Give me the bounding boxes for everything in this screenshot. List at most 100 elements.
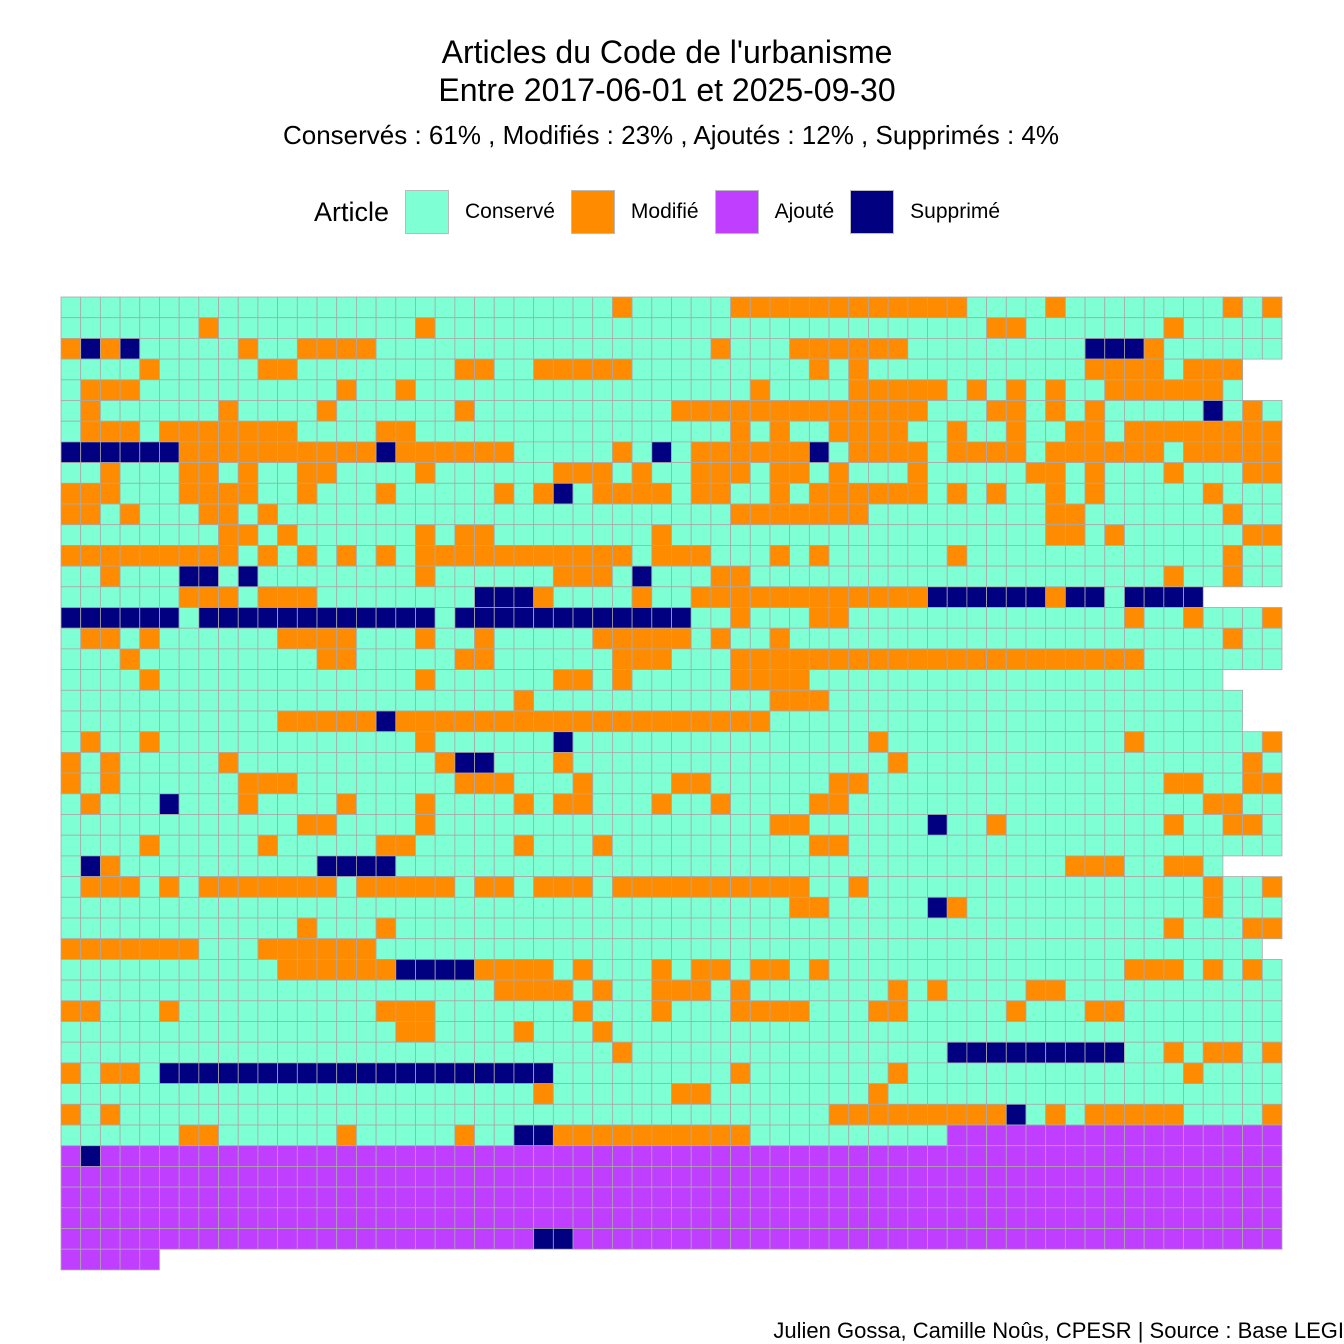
- waffle-cell-ajoute: [316, 1228, 338, 1250]
- waffle-cell-conserve: [237, 979, 259, 1002]
- waffle-cell-conserve: [1242, 337, 1263, 360]
- waffle-cell-conserve: [552, 896, 574, 919]
- waffle-cell-supprime: [80, 607, 101, 629]
- waffle-cell-conserve: [139, 710, 160, 733]
- waffle-cell-conserve: [1143, 876, 1165, 898]
- waffle-cell-ajoute: [966, 1228, 987, 1250]
- waffle-cell-modifie: [572, 710, 594, 733]
- waffle-cell-conserve: [159, 710, 180, 733]
- waffle-cell-conserve: [355, 586, 377, 608]
- waffle-cell-conserve: [178, 710, 200, 733]
- waffle-cell-modifie: [454, 710, 475, 733]
- waffle-cell-conserve: [1045, 855, 1066, 878]
- waffle-cell-conserve: [572, 586, 594, 608]
- waffle-cell-conserve: [415, 896, 436, 919]
- waffle-cell-modifie: [848, 358, 869, 381]
- waffle-cell-conserve: [808, 1124, 830, 1147]
- waffle-cell-conserve: [749, 627, 771, 650]
- waffle-cell-modifie: [1045, 441, 1066, 463]
- waffle-cell-conserve: [1242, 896, 1263, 919]
- waffle-cell-ajoute: [316, 1145, 338, 1167]
- waffle-cell-conserve: [907, 1062, 928, 1085]
- waffle-cell-ajoute: [552, 1207, 574, 1229]
- waffle-cell-conserve: [1202, 545, 1224, 567]
- waffle-cell-conserve: [513, 855, 535, 878]
- waffle-cell-conserve: [159, 689, 180, 712]
- waffle-cell-conserve: [828, 565, 850, 588]
- waffle-cell-supprime: [474, 752, 495, 774]
- waffle-cell-conserve: [1202, 337, 1224, 360]
- waffle-cell-ajoute: [1084, 1145, 1106, 1167]
- waffle-cell-modifie: [277, 358, 298, 381]
- waffle-cell-ajoute: [60, 1145, 82, 1167]
- waffle-cell-conserve: [119, 358, 141, 381]
- waffle-cell-conserve: [355, 524, 377, 546]
- waffle-cell-modifie: [1202, 358, 1224, 381]
- waffle-cell-supprime: [966, 586, 987, 608]
- waffle-cell-conserve: [159, 855, 180, 878]
- waffle-cell-conserve: [730, 524, 751, 546]
- waffle-cell-modifie: [848, 420, 869, 443]
- waffle-cell-conserve: [1084, 627, 1106, 650]
- waffle-cell-conserve: [178, 337, 200, 360]
- waffle-cell-modifie: [474, 524, 495, 546]
- waffle-cell-modifie: [651, 793, 672, 815]
- waffle-cell-ajoute: [513, 1186, 535, 1209]
- waffle-cell-conserve: [730, 959, 751, 981]
- waffle-cell-conserve: [296, 648, 318, 671]
- waffle-cell-ajoute: [218, 1145, 239, 1167]
- waffle-cell-conserve: [1045, 420, 1066, 443]
- waffle-cell-conserve: [395, 296, 416, 319]
- waffle-cell-ajoute: [946, 1228, 968, 1250]
- waffle-cell-modifie: [907, 441, 928, 463]
- waffle-cell-conserve: [966, 565, 987, 588]
- waffle-cell-conserve: [493, 648, 515, 671]
- waffle-cell-ajoute: [493, 1186, 515, 1209]
- waffle-cell-modifie: [296, 337, 318, 360]
- waffle-cell-conserve: [966, 938, 987, 960]
- waffle-cell-ajoute: [296, 1145, 318, 1167]
- waffle-cell-modifie: [316, 337, 338, 360]
- waffle-cell-conserve: [375, 379, 397, 401]
- waffle-cell-modifie: [986, 1103, 1007, 1126]
- waffle-cell-conserve: [1064, 317, 1086, 339]
- waffle-cell-conserve: [612, 400, 633, 422]
- waffle-cell-supprime: [1104, 1041, 1125, 1064]
- waffle-cell-conserve: [237, 710, 259, 733]
- waffle-cell-conserve: [749, 793, 771, 815]
- waffle-cell-conserve: [434, 317, 456, 339]
- waffle-cell-conserve: [749, 917, 771, 940]
- waffle-cell-conserve: [513, 420, 535, 443]
- waffle-cell-conserve: [336, 731, 357, 753]
- waffle-cell-conserve: [828, 917, 850, 940]
- waffle-cell-conserve: [572, 524, 594, 546]
- waffle-cell-conserve: [651, 938, 672, 960]
- waffle-cell-conserve: [1163, 400, 1184, 422]
- waffle-cell-conserve: [848, 938, 869, 960]
- waffle-cell-conserve: [789, 752, 810, 774]
- waffle-cell-modifie: [946, 648, 968, 671]
- waffle-cell-modifie: [237, 772, 259, 795]
- waffle-cell-modifie: [730, 607, 751, 629]
- waffle-cell-conserve: [80, 586, 101, 608]
- waffle-cell-modifie: [848, 1103, 869, 1126]
- waffle-cell-conserve: [355, 503, 377, 526]
- waffle-cell-conserve: [1124, 979, 1145, 1002]
- waffle-cell-conserve: [316, 420, 338, 443]
- waffle-cell-modifie: [1222, 793, 1244, 815]
- waffle-cell-supprime: [159, 1062, 180, 1085]
- waffle-cell-modifie: [848, 296, 869, 319]
- waffle-cell-conserve: [139, 917, 160, 940]
- waffle-cell-modifie: [730, 979, 751, 1002]
- waffle-cell-conserve: [927, 834, 948, 857]
- waffle-cell-conserve: [808, 1000, 830, 1022]
- waffle-cell-conserve: [1202, 979, 1224, 1002]
- waffle-cell-conserve: [690, 607, 712, 629]
- waffle-cell-conserve: [159, 317, 180, 339]
- waffle-cell-conserve: [198, 1021, 219, 1043]
- waffle-cell-conserve: [277, 317, 298, 339]
- waffle-cell-supprime: [1084, 337, 1106, 360]
- waffle-cell-modifie: [513, 545, 535, 567]
- waffle-cell-conserve: [907, 979, 928, 1002]
- waffle-cell-ajoute: [99, 1186, 121, 1209]
